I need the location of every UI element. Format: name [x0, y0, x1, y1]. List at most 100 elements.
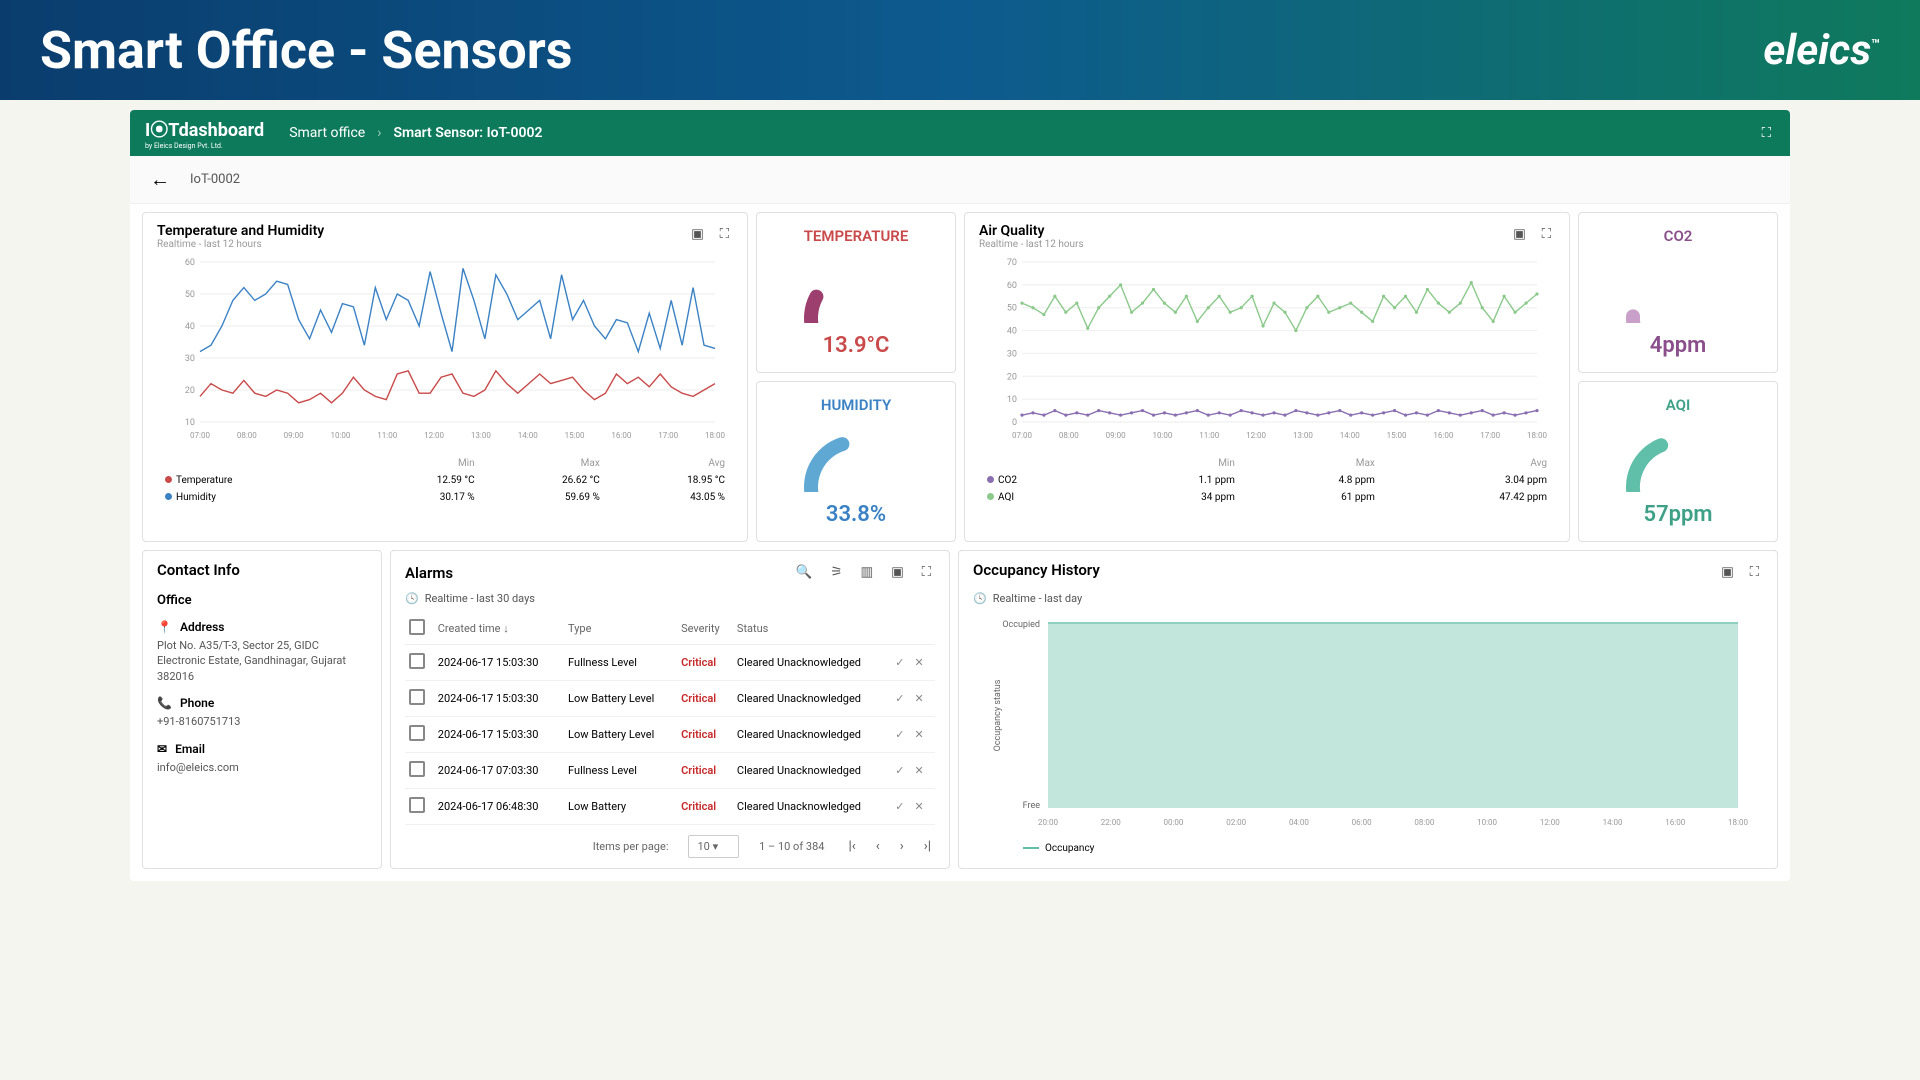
- card-subtitle: Realtime - last 12 hours: [157, 239, 324, 250]
- filter-icon[interactable]: ⚞: [827, 561, 847, 584]
- breadcrumb: Smart office › Smart Sensor: IoT-0002: [289, 125, 542, 141]
- ack-icon[interactable]: ✓: [895, 800, 904, 813]
- brand-logo: eleics™: [1763, 26, 1880, 75]
- clear-icon[interactable]: ✕: [914, 800, 923, 813]
- svg-text:04:00: 04:00: [1289, 818, 1309, 827]
- svg-text:18:00: 18:00: [705, 431, 725, 440]
- table-row[interactable]: 2024-06-17 15:03:30 Low Battery Level Cr…: [405, 717, 935, 753]
- back-arrow-icon[interactable]: ←: [150, 167, 170, 192]
- clear-icon[interactable]: ✕: [914, 728, 923, 741]
- topbar: I⦿Tdashboard by Eleics Design Pvt. Ltd. …: [130, 110, 1790, 156]
- svg-text:08:00: 08:00: [237, 431, 257, 440]
- svg-text:17:00: 17:00: [1480, 431, 1500, 440]
- svg-text:17:00: 17:00: [658, 431, 678, 440]
- svg-text:15:00: 15:00: [565, 431, 585, 440]
- svg-text:30: 30: [1007, 349, 1017, 359]
- temp-hum-chart: 10203040506007:0008:0009:0010:0011:0012:…: [157, 254, 733, 444]
- select-all-checkbox[interactable]: [409, 619, 425, 635]
- ack-icon[interactable]: ✓: [895, 728, 904, 741]
- clear-icon[interactable]: ✕: [914, 656, 923, 669]
- pager: Items per page: 10 ▾ 1 – 10 of 384 |‹ ‹ …: [405, 835, 935, 858]
- app-logo: I⦿Tdashboard by Eleics Design Pvt. Ltd.: [145, 116, 264, 150]
- svg-text:14:00: 14:00: [518, 431, 538, 440]
- ack-icon[interactable]: ✓: [895, 764, 904, 777]
- card-subtitle: Realtime - last 12 hours: [979, 239, 1084, 250]
- search-icon[interactable]: 🔍: [792, 561, 817, 584]
- clear-icon[interactable]: ✕: [914, 764, 923, 777]
- download-icon[interactable]: ▣: [887, 561, 908, 584]
- last-page-icon[interactable]: ›|: [920, 835, 935, 858]
- table-row[interactable]: 2024-06-17 15:03:30 Fullness Level Criti…: [405, 645, 935, 681]
- svg-text:00:00: 00:00: [1163, 818, 1183, 827]
- svg-text:14:00: 14:00: [1340, 431, 1360, 440]
- row-checkbox[interactable]: [409, 689, 425, 705]
- page-header: Smart Office - Sensors eleics™: [0, 0, 1920, 100]
- row-checkbox[interactable]: [409, 653, 425, 669]
- svg-text:08:00: 08:00: [1414, 818, 1434, 827]
- svg-text:16:00: 16:00: [1665, 818, 1685, 827]
- table-row[interactable]: 2024-06-17 06:48:30 Low Battery Critical…: [405, 789, 935, 825]
- row-checkbox[interactable]: [409, 725, 425, 741]
- next-page-icon[interactable]: ›: [896, 835, 908, 858]
- svg-text:30: 30: [185, 354, 195, 364]
- first-page-icon[interactable]: |‹: [844, 835, 859, 858]
- svg-text:11:00: 11:00: [1199, 431, 1219, 440]
- svg-text:07:00: 07:00: [1012, 431, 1032, 440]
- svg-text:12:00: 12:00: [424, 431, 444, 440]
- svg-text:09:00: 09:00: [284, 431, 304, 440]
- svg-text:12:00: 12:00: [1246, 431, 1266, 440]
- download-icon[interactable]: ▣: [1717, 561, 1738, 584]
- svg-text:60: 60: [185, 258, 195, 268]
- dashboard-panel: I⦿Tdashboard by Eleics Design Pvt. Ltd. …: [130, 110, 1790, 881]
- table-row[interactable]: 2024-06-17 07:03:30 Fullness Level Criti…: [405, 753, 935, 789]
- humidity-gauge: HUMIDITY 33.8%: [756, 381, 956, 542]
- svg-text:40: 40: [1007, 327, 1017, 337]
- contact-card: Contact Info Office 📍Address Plot No. A3…: [142, 550, 382, 869]
- prev-page-icon[interactable]: ‹: [872, 835, 884, 858]
- svg-text:18:00: 18:00: [1527, 431, 1547, 440]
- svg-text:13:00: 13:00: [471, 431, 491, 440]
- co2-gauge: CO2 4ppm: [1578, 212, 1778, 373]
- svg-text:50: 50: [185, 290, 195, 300]
- download-icon[interactable]: ▣: [687, 223, 708, 246]
- alarms-table: Created time ↓ TypeSeverityStatus 2024-0…: [405, 613, 935, 825]
- air-stats: MinMaxAvg CO21.1 ppm4.8 ppm3.04 ppm AQI3…: [979, 454, 1555, 507]
- row-checkbox[interactable]: [409, 761, 425, 777]
- ack-icon[interactable]: ✓: [895, 656, 904, 669]
- air-quality-chart: 01020304050607007:0008:0009:0010:0011:00…: [979, 254, 1555, 444]
- expand-icon[interactable]: ⛶: [1538, 223, 1555, 246]
- svg-text:10: 10: [1007, 395, 1017, 405]
- svg-text:15:00: 15:00: [1387, 431, 1407, 440]
- svg-text:Occupied: Occupied: [1002, 620, 1040, 630]
- pin-icon: 📍: [157, 620, 172, 634]
- aqi-gauge: AQI 57ppm: [1578, 381, 1778, 542]
- row-checkbox[interactable]: [409, 797, 425, 813]
- svg-text:08:00: 08:00: [1059, 431, 1079, 440]
- temp-humidity-card: Temperature and Humidity Realtime - last…: [142, 212, 748, 542]
- temp-hum-stats: MinMaxAvg Temperature12.59 °C26.62 °C18.…: [157, 454, 733, 507]
- svg-text:20:00: 20:00: [1038, 818, 1058, 827]
- crumb-smart-office[interactable]: Smart office: [289, 125, 365, 141]
- temperature-gauge: TEMPERATURE 13.9°C: [756, 212, 956, 373]
- page-title: Smart Office - Sensors: [40, 20, 573, 81]
- svg-text:50: 50: [1007, 304, 1017, 314]
- expand-icon[interactable]: ⛶: [918, 561, 935, 584]
- svg-text:18:00: 18:00: [1728, 818, 1748, 827]
- svg-text:Free: Free: [1023, 801, 1041, 811]
- clear-icon[interactable]: ✕: [914, 692, 923, 705]
- page-size-select[interactable]: 10 ▾: [688, 835, 739, 858]
- card-title: Temperature and Humidity: [157, 223, 324, 239]
- svg-text:12:00: 12:00: [1540, 818, 1560, 827]
- ack-icon[interactable]: ✓: [895, 692, 904, 705]
- svg-text:20: 20: [1007, 372, 1017, 382]
- table-row[interactable]: 2024-06-17 15:03:30 Low Battery Level Cr…: [405, 681, 935, 717]
- expand-icon[interactable]: ⛶: [716, 223, 733, 246]
- clock-icon: 🕓: [405, 592, 419, 605]
- crumb-sensor: Smart Sensor: IoT-0002: [393, 125, 542, 141]
- download-icon[interactable]: ▣: [1509, 223, 1530, 246]
- collapse-icon[interactable]: ⛶: [1758, 122, 1775, 145]
- expand-icon[interactable]: ⛶: [1746, 561, 1763, 584]
- alarms-card: Alarms 🔍 ⚞ ▥ ▣ ⛶ 🕓Realtime - last 30 day…: [390, 550, 950, 869]
- columns-icon[interactable]: ▥: [856, 561, 877, 584]
- card-title: Air Quality: [979, 223, 1084, 239]
